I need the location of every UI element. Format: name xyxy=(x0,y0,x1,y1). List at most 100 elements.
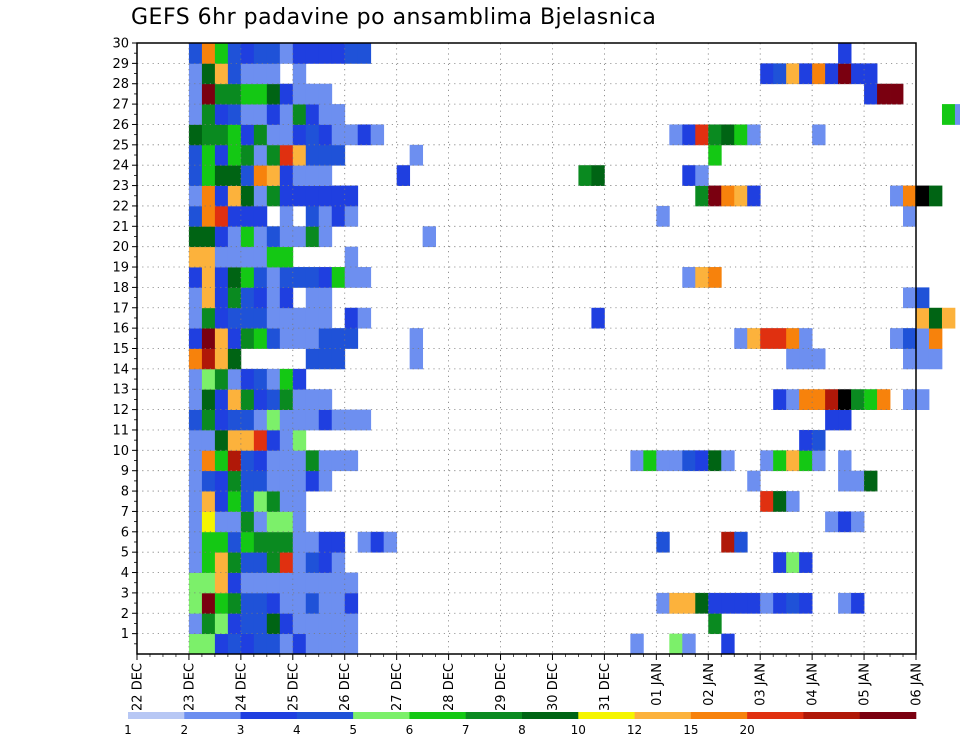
heat-cell-m26-7 xyxy=(279,124,294,146)
heat-cell-m23-20 xyxy=(916,185,930,207)
heat-cell-m6-8 xyxy=(292,531,307,553)
heat-cell-m7-0 xyxy=(188,511,203,533)
heat-cell-m29-16 xyxy=(864,63,878,85)
heat-cell-m1-3 xyxy=(227,633,242,655)
heat-cell-m23-8 xyxy=(292,185,307,207)
heat-cell-m16-1 xyxy=(201,328,216,349)
heat-cell-m1-15 xyxy=(682,633,696,655)
colorbar-swatch-10 xyxy=(690,712,748,719)
heat-cell-m8-0 xyxy=(188,491,203,512)
y-axis: 1234567891011121314151617181920212223242… xyxy=(112,37,137,645)
heat-cell-m29-5 xyxy=(253,63,268,85)
y-tick-label-26: 26 xyxy=(112,118,129,133)
heat-cell-m13-11 xyxy=(773,389,787,410)
heat-cell-m27-4 xyxy=(240,104,255,125)
heat-cell-m4-1 xyxy=(201,572,216,594)
heat-cell-m30-0 xyxy=(188,43,203,64)
heat-cell-m25-3 xyxy=(227,144,242,166)
heat-cell-m7-2 xyxy=(214,511,229,533)
heat-cell-m28-4 xyxy=(240,83,255,105)
heat-cell-m10-21 xyxy=(760,450,774,472)
heat-cell-m3-6 xyxy=(266,592,281,614)
heat-cell-m20-5 xyxy=(253,246,268,268)
y-tick-label-18: 18 xyxy=(112,281,129,296)
heat-cell-m13-3 xyxy=(227,389,242,410)
heat-cell-m25-6 xyxy=(266,144,281,166)
heat-cell-m23-5 xyxy=(253,185,268,207)
heat-cell-m18-6 xyxy=(266,287,281,309)
heat-cell-m7-9 xyxy=(825,511,839,533)
x-tick-label-10: 01 JAN xyxy=(650,663,665,706)
heat-cell-m17-4 xyxy=(240,307,255,329)
heat-cell-m24-3 xyxy=(227,165,242,186)
heat-cell-m5-14 xyxy=(799,552,813,573)
heat-cell-m15-4 xyxy=(305,348,320,370)
heat-cell-m16-3 xyxy=(227,328,242,349)
heat-cell-m8-11 xyxy=(786,491,800,512)
heat-cell-m1-11 xyxy=(331,633,346,655)
heat-cell-m6-4 xyxy=(240,531,255,553)
heat-cell-m6-3 xyxy=(227,531,242,553)
heat-cell-m7-3 xyxy=(227,511,242,533)
heat-cell-m24-14 xyxy=(682,165,696,186)
heat-cell-m25-4 xyxy=(240,144,255,166)
heat-cell-m8-4 xyxy=(240,491,255,512)
heat-cell-m23-3 xyxy=(227,185,242,207)
heat-cell-m24-0 xyxy=(188,165,203,186)
heat-cell-m15-1 xyxy=(201,348,216,370)
heat-cell-m25-8 xyxy=(292,144,307,166)
heat-cell-m3-16 xyxy=(695,592,709,614)
heat-cell-m13-12 xyxy=(786,389,800,410)
heat-cell-m13-7 xyxy=(279,389,294,410)
heat-cell-m22-3 xyxy=(227,205,242,227)
heat-cell-m1-16 xyxy=(721,633,735,655)
y-tick-label-27: 27 xyxy=(112,98,129,113)
heat-cell-m9-8 xyxy=(292,470,307,492)
heat-cell-m22-1 xyxy=(201,205,216,227)
heat-cell-m10-14 xyxy=(643,450,657,472)
heat-cell-m12-10 xyxy=(318,409,333,431)
heat-cell-m26-20 xyxy=(734,124,748,146)
y-tick-label-2: 2 xyxy=(121,607,129,622)
heat-cell-m16-8 xyxy=(292,328,307,349)
heat-cell-m6-12 xyxy=(357,531,372,553)
heat-cell-m12-1 xyxy=(201,409,216,431)
colorbar-swatch-8 xyxy=(578,712,635,719)
heat-cell-m28-2 xyxy=(214,83,229,105)
heat-cell-m27-3 xyxy=(227,104,242,125)
heat-cell-m22-9 xyxy=(331,205,346,227)
heat-cell-m26-5 xyxy=(253,124,268,146)
heat-cell-m12-6 xyxy=(266,409,281,431)
heat-cell-m4-12 xyxy=(344,572,359,594)
heat-cell-m19-15 xyxy=(695,267,709,288)
heat-cell-m2-0 xyxy=(188,613,203,635)
heat-cell-m7-6 xyxy=(266,511,281,533)
heat-cell-m3-17 xyxy=(708,592,722,614)
x-tick-label-6: 28 DEC xyxy=(442,663,457,711)
heat-cell-m5-1 xyxy=(201,552,216,573)
heat-cell-m22-10 xyxy=(344,205,359,227)
heat-cell-m2-5 xyxy=(253,613,268,635)
heat-cell-m9-12 xyxy=(838,470,852,492)
heat-cell-m22-12 xyxy=(903,205,917,227)
heat-cell-m10-11 xyxy=(331,450,346,472)
heat-cell-m2-1 xyxy=(201,613,216,635)
heat-cell-m26-10 xyxy=(318,124,333,146)
heat-cell-m21-6 xyxy=(266,226,281,248)
heat-cell-m16-10 xyxy=(318,328,333,349)
heat-cell-m2-6 xyxy=(266,613,281,635)
heat-cell-m23-4 xyxy=(240,185,255,207)
colorbar-label-9: 12 xyxy=(627,723,642,737)
heat-cell-m12-14 xyxy=(825,409,839,431)
heatmap-cells xyxy=(188,43,960,655)
heat-cell-m5-2 xyxy=(214,552,229,573)
heat-cell-m3-19 xyxy=(734,592,748,614)
heat-cell-m27-12 xyxy=(941,104,956,125)
heat-cell-m9-7 xyxy=(279,470,294,492)
colorbar-label-6: 7 xyxy=(462,723,470,737)
colorbar-label-1: 2 xyxy=(180,723,188,737)
heat-cell-m26-22 xyxy=(812,124,826,146)
heat-cell-m5-0 xyxy=(188,552,203,573)
heat-cell-m23-10 xyxy=(318,185,333,207)
